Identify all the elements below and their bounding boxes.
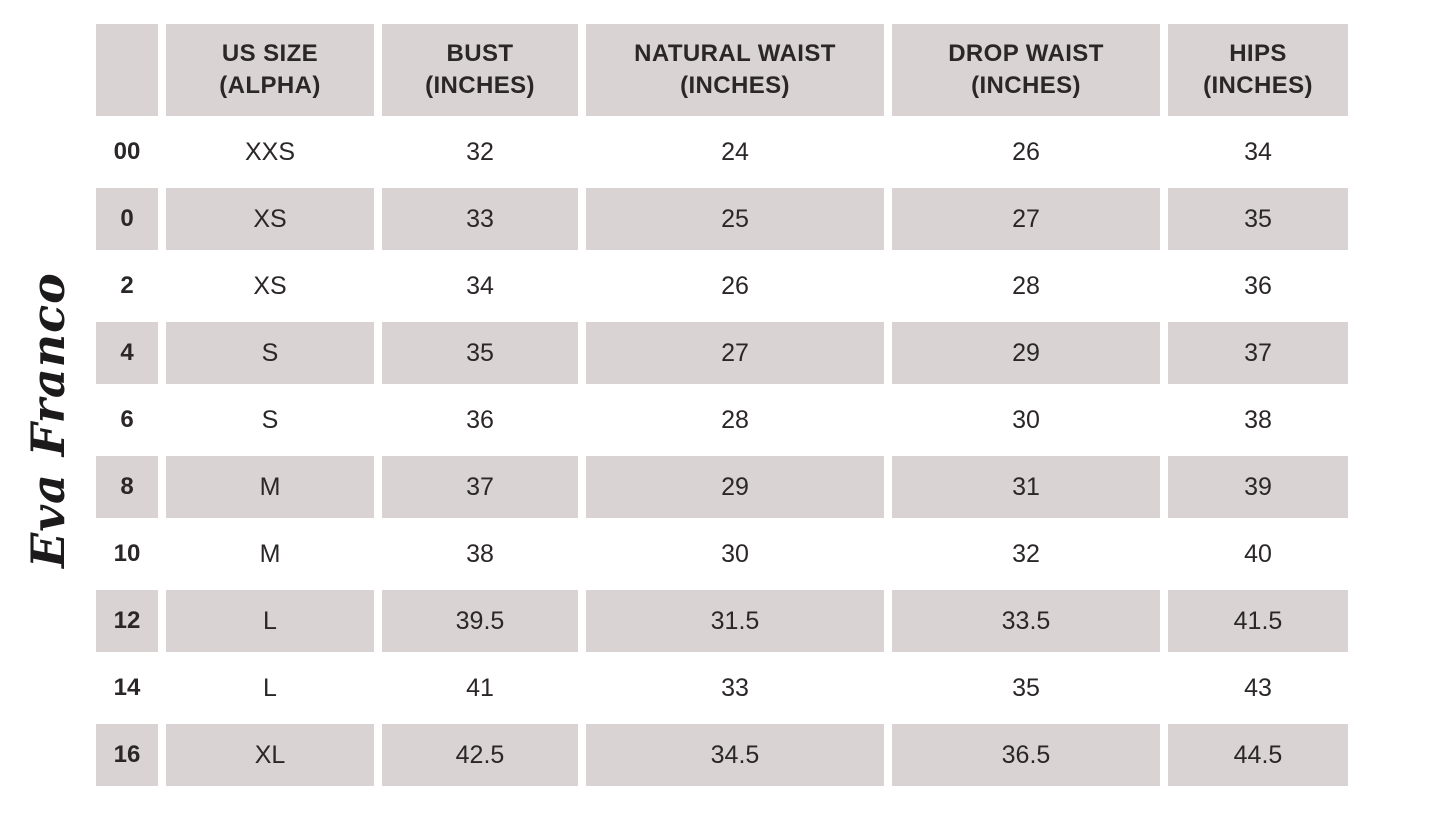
- cell-us-size-alpha: XS: [166, 188, 374, 250]
- cell-drop-waist: 30: [892, 389, 1160, 451]
- header-row: US SIZE (ALPHA) BUST (INCHES) NATURAL WAIST (…: [96, 24, 1348, 116]
- row-label-us-size: 8: [96, 456, 158, 518]
- cell-natural-waist: 28: [586, 389, 884, 451]
- brand-logo: Eva Franco: [21, 272, 75, 568]
- cell-bust: 33: [382, 188, 578, 250]
- column-header-label: (INCHES): [425, 72, 535, 99]
- row-label-us-size: 00: [96, 121, 158, 183]
- column-header-label: (INCHES): [971, 72, 1081, 99]
- cell-drop-waist: 29: [892, 322, 1160, 384]
- cell-us-size-alpha: L: [166, 657, 374, 719]
- row-label-us-size: 16: [96, 724, 158, 786]
- cell-natural-waist: 30: [586, 523, 884, 585]
- cell-us-size-alpha: XS: [166, 255, 374, 317]
- table-row: 00 XXS 32 24 26 34: [96, 121, 1348, 183]
- cell-hips: 41.5: [1168, 590, 1348, 652]
- cell-hips: 36: [1168, 255, 1348, 317]
- table-row: 2 XS 34 26 28 36: [96, 255, 1348, 317]
- column-header-hips: HIPS (INCHES): [1168, 24, 1348, 116]
- cell-bust: 37: [382, 456, 578, 518]
- row-label-us-size: 6: [96, 389, 158, 451]
- cell-drop-waist: 31: [892, 456, 1160, 518]
- cell-drop-waist: 28: [892, 255, 1160, 317]
- cell-natural-waist: 31.5: [586, 590, 884, 652]
- cell-us-size-alpha: XXS: [166, 121, 374, 183]
- cell-natural-waist: 27: [586, 322, 884, 384]
- cell-bust: 42.5: [382, 724, 578, 786]
- cell-bust: 34: [382, 255, 578, 317]
- column-header-bust: BUST (INCHES): [382, 24, 578, 116]
- cell-hips: 40: [1168, 523, 1348, 585]
- cell-natural-waist: 34.5: [586, 724, 884, 786]
- cell-hips: 34: [1168, 121, 1348, 183]
- cell-us-size-alpha: S: [166, 389, 374, 451]
- column-header-label: HIPS: [1229, 39, 1287, 67]
- cell-natural-waist: 25: [586, 188, 884, 250]
- column-header-us-size-alpha: US SIZE (ALPHA): [166, 24, 374, 116]
- cell-drop-waist: 35: [892, 657, 1160, 719]
- table-row: 8 M 37 29 31 39: [96, 456, 1348, 518]
- row-label-us-size: 12: [96, 590, 158, 652]
- table-body: 00 XXS 32 24 26 34 0 XS 33 25 27 35 2 XS 34 26 28 36 4 S 35 2…: [96, 121, 1348, 786]
- cell-natural-waist: 26: [586, 255, 884, 317]
- column-header-label: (INCHES): [1203, 72, 1313, 99]
- row-label-us-size: 4: [96, 322, 158, 384]
- row-label-us-size: 0: [96, 188, 158, 250]
- cell-drop-waist: 36.5: [892, 724, 1160, 786]
- row-label-us-size: 2: [96, 255, 158, 317]
- column-header-natural-waist: NATURAL WAIST (INCHES): [586, 24, 884, 116]
- table-row: 6 S 36 28 30 38: [96, 389, 1348, 451]
- table-row: 16 XL 42.5 34.5 36.5 44.5: [96, 724, 1348, 786]
- table-row: 4 S 35 27 29 37: [96, 322, 1348, 384]
- cell-hips: 39: [1168, 456, 1348, 518]
- table-row: 14 L 41 33 35 43: [96, 657, 1348, 719]
- column-header-label: (ALPHA): [219, 72, 321, 99]
- size-chart-table: US SIZE (ALPHA) BUST (INCHES) NATURAL WAIST (…: [88, 19, 1356, 791]
- cell-us-size-alpha: M: [166, 456, 374, 518]
- column-header-label: (INCHES): [680, 72, 790, 99]
- cell-bust: 32: [382, 121, 578, 183]
- cell-us-size-alpha: L: [166, 590, 374, 652]
- cell-drop-waist: 33.5: [892, 590, 1160, 652]
- cell-us-size-alpha: S: [166, 322, 374, 384]
- cell-us-size-alpha: XL: [166, 724, 374, 786]
- row-label-us-size: 14: [96, 657, 158, 719]
- column-header-us-size: [96, 24, 158, 116]
- column-header-label: US SIZE: [221, 39, 319, 67]
- table-header: US SIZE (ALPHA) BUST (INCHES) NATURAL WAIST (…: [96, 24, 1348, 116]
- cell-bust: 39.5: [382, 590, 578, 652]
- cell-drop-waist: 32: [892, 523, 1160, 585]
- cell-natural-waist: 33: [586, 657, 884, 719]
- cell-drop-waist: 26: [892, 121, 1160, 183]
- row-label-us-size: 10: [96, 523, 158, 585]
- cell-bust: 38: [382, 523, 578, 585]
- cell-bust: 35: [382, 322, 578, 384]
- cell-bust: 36: [382, 389, 578, 451]
- table-row: 12 L 39.5 31.5 33.5 41.5: [96, 590, 1348, 652]
- cell-hips: 43: [1168, 657, 1348, 719]
- column-header-label: NATURAL WAIST: [634, 39, 836, 67]
- column-header-label: BUST: [446, 39, 514, 67]
- cell-hips: 35: [1168, 188, 1348, 250]
- column-header-drop-waist: DROP WAIST (INCHES): [892, 24, 1160, 116]
- cell-hips: 44.5: [1168, 724, 1348, 786]
- cell-bust: 41: [382, 657, 578, 719]
- column-header-label: DROP WAIST: [948, 39, 1104, 67]
- cell-natural-waist: 29: [586, 456, 884, 518]
- cell-us-size-alpha: M: [166, 523, 374, 585]
- table-row: 0 XS 33 25 27 35: [96, 188, 1348, 250]
- cell-natural-waist: 24: [586, 121, 884, 183]
- cell-hips: 38: [1168, 389, 1348, 451]
- table-row: 10 M 38 30 32 40: [96, 523, 1348, 585]
- cell-drop-waist: 27: [892, 188, 1160, 250]
- cell-hips: 37: [1168, 322, 1348, 384]
